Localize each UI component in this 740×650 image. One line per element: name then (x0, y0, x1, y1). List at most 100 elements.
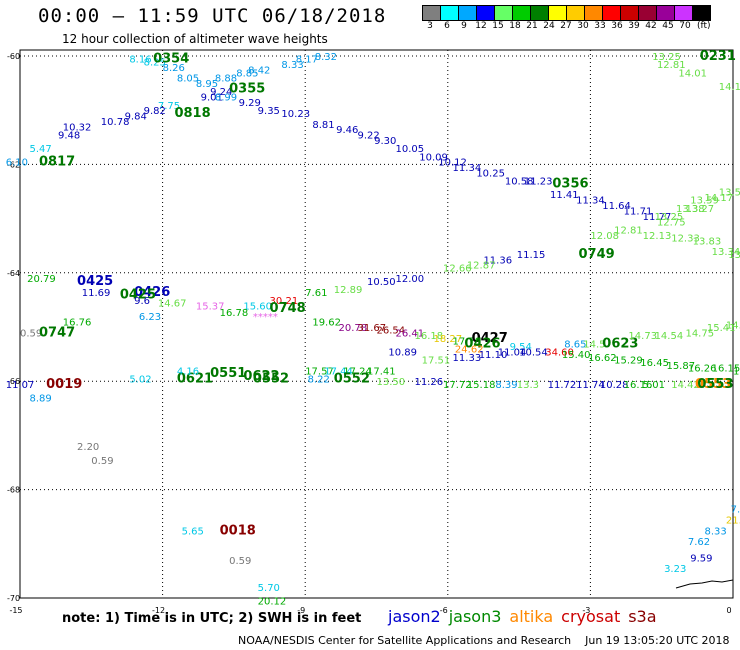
swh-value: 10.25 (476, 169, 505, 180)
swh-value: 9.84 (125, 112, 147, 123)
swh-value: 5.47 (30, 144, 52, 155)
swh-value: 11.77 (643, 212, 672, 223)
swh-value: 21.43 (726, 515, 740, 526)
swh-value: 11.34 (576, 196, 605, 207)
swh-value: 10.89 (388, 347, 417, 358)
antarctic-coastline (675, 579, 734, 589)
swh-value: 8.81 (312, 120, 334, 131)
swh-value: 8.88 (215, 74, 237, 85)
swh-value: 8.05 (177, 74, 199, 85)
swh-value: 26.41 (396, 328, 425, 339)
swh-value: 8.26 (163, 63, 185, 74)
swh-value: 14.3 (726, 320, 740, 331)
swh-value: 11.10 (479, 350, 508, 361)
swh-value: 20.78 (338, 323, 367, 334)
swh-value: 5.01 (643, 380, 665, 391)
pass-time-label: 0552 (334, 371, 370, 386)
swh-value: 9.54 (510, 342, 532, 353)
swh-value: 8.85 (236, 68, 258, 79)
swh-value: 0.59 (20, 328, 42, 339)
swh-value: 9.59 (690, 553, 712, 564)
swh-value: 16.45 (640, 358, 669, 369)
swh-value: 12.08 (590, 231, 619, 242)
swh-value: 24.62 (455, 345, 484, 356)
pass-time-label: 0426 (464, 336, 500, 351)
swh-value: 10.28 (600, 380, 629, 391)
pass-time-label: 0231 (700, 49, 736, 64)
swh-value: 10.78 (101, 117, 130, 128)
swh-value: 4.16 (177, 366, 199, 377)
swh-value: 15.29 (614, 356, 643, 367)
swh-value: 12.66 (443, 263, 472, 274)
swh-value: 14.01 (678, 68, 707, 79)
swh-value: 17.44 (324, 366, 353, 377)
pass-time-label: 0552 (253, 371, 289, 386)
swh-value: 12.81 (657, 60, 686, 71)
swh-value: 11.72 (548, 380, 577, 391)
swh-value: 15.60 (243, 301, 272, 312)
swh-value: 8.39 (495, 380, 517, 391)
swh-value: 12.13 (643, 231, 672, 242)
swh-value: 17.57 (305, 366, 334, 377)
swh-value: 14.1 (719, 82, 740, 93)
swh-value: 11.15 (517, 250, 546, 261)
lat-tick-label: -64 (7, 269, 20, 278)
pass-time-label: 0426 (134, 285, 170, 300)
swh-value: 11.33 (453, 353, 482, 364)
swh-value: 18.27 (434, 334, 463, 345)
legend-label: 15 (492, 21, 504, 31)
legend-label: 45 (662, 21, 674, 31)
legend-label: 36 (611, 21, 623, 31)
lat-tick-label: -70 (7, 594, 20, 603)
swh-value: 8.95 (196, 79, 218, 90)
swh-value: 12.81 (614, 225, 643, 236)
legend-label: 12 (475, 21, 487, 31)
swh-value: 11.36 (483, 255, 512, 266)
swh-value: 9.6 (134, 296, 150, 307)
swh-value: 12.00 (396, 274, 425, 285)
swh-value: 9.48 (58, 131, 80, 142)
swh-value: 7.62 (688, 537, 710, 548)
swh-value: 16.26 (688, 364, 717, 375)
swh-value: 11.41 (550, 190, 579, 201)
swh-value: 14.17 (704, 193, 733, 204)
lat-tick-label: -66 (7, 377, 20, 386)
lon-tick-label: -9 (297, 606, 305, 615)
swh-value: 13.25 (652, 52, 681, 63)
swh-value: 11.26 (415, 377, 444, 388)
swh-value: 31.67 (357, 323, 386, 334)
legend-label: 21 (526, 21, 538, 31)
pass-time-label: 0747 (39, 325, 75, 340)
swh-value: 14.73 (628, 331, 657, 342)
legend-label: 33 (594, 21, 606, 31)
swh-value: 0.59 (91, 456, 113, 467)
swh-value: 8.32 (315, 52, 337, 63)
swh-value: 16.62 (588, 353, 617, 364)
swh-value: 11.74 (576, 380, 605, 391)
swh-value: 10.58 (505, 177, 534, 188)
swh-value: 14.67 (158, 299, 187, 310)
pass-time-label: 0356 (552, 176, 588, 191)
legend-labels: 3 6 9 12 15 18 21 24 27 30 33 36 39 42 45 70 (ft) (422, 21, 710, 31)
swh-value: 10.54 (519, 347, 548, 358)
swh-value: 11.69 (82, 288, 111, 299)
lon-tick-label: -15 (9, 606, 22, 615)
legend-label: 70 (679, 21, 691, 31)
swh-value: 13.50 (377, 377, 406, 388)
swh-value: 15.40 (562, 350, 591, 361)
swh-value: 26.54 (377, 326, 406, 337)
pass-time-label: 0621 (177, 371, 213, 386)
satellite-jason2: jason2 (388, 607, 441, 626)
swh-value: 19.62 (312, 318, 341, 329)
swh-value: 7.61 (305, 288, 327, 299)
swh-value: 8.22 (308, 374, 330, 385)
swh-value: 13.38 (676, 204, 705, 215)
axis-ticks: -15 -12 -9 -6 -3 0 -60 -62 -64 -66 -68 -70 (7, 52, 732, 615)
swh-value: 8.99 (215, 93, 237, 104)
swh-value: 9.30 (374, 136, 396, 147)
pass-time-label: 0818 (174, 106, 210, 121)
swh-value: 10.32 (63, 122, 92, 133)
legend-label: 6 (444, 21, 450, 31)
swh-value: 8.42 (248, 66, 270, 77)
